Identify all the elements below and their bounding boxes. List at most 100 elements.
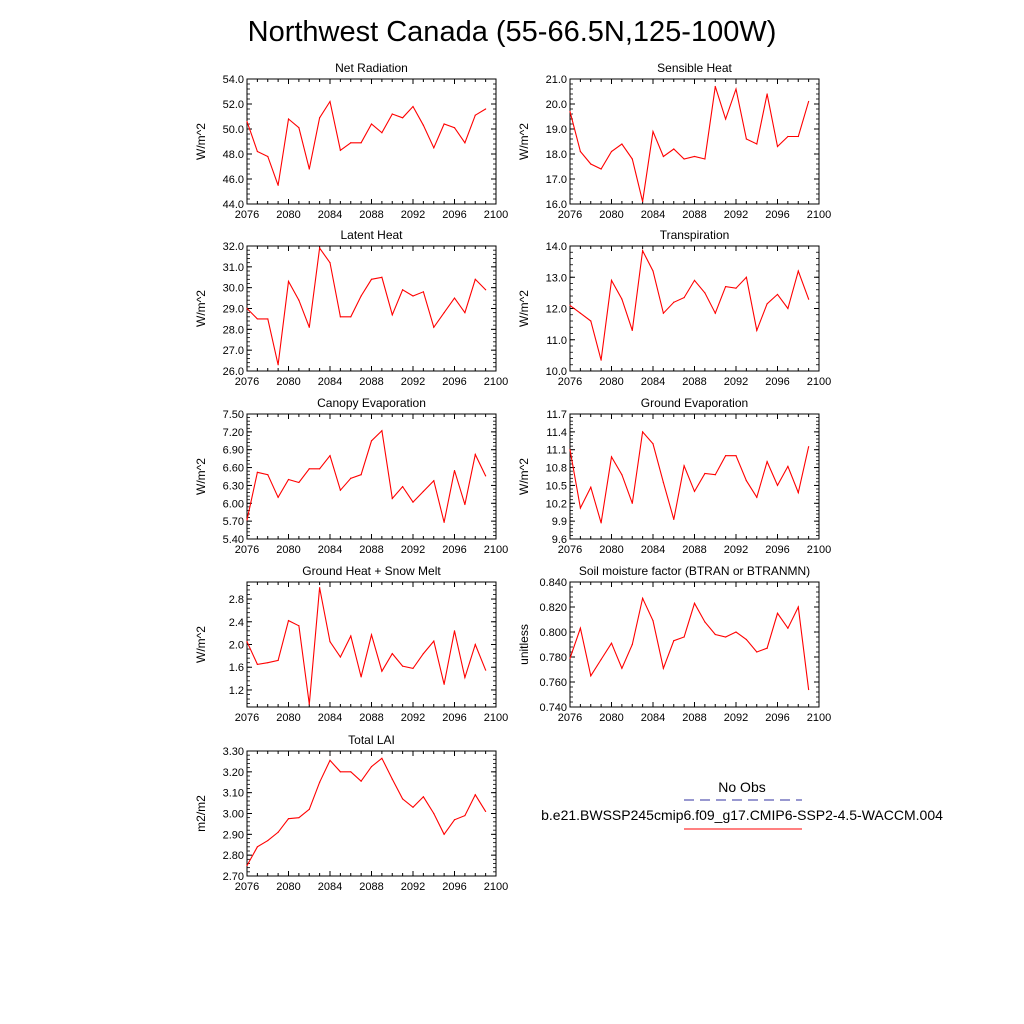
data-point xyxy=(714,85,716,88)
panel-title: Canopy Evaporation xyxy=(317,396,426,410)
x-tick-label: 2088 xyxy=(682,712,706,724)
x-tick-label: 2080 xyxy=(276,376,300,388)
panel-net-radiation: 2076 2080 2084 2088 2092 2096 2100 44.0 46.0 48.0… xyxy=(194,61,508,221)
y-tick-label: 28.0 xyxy=(223,324,244,336)
data-point xyxy=(453,297,456,299)
y-tick-label: 10.8 xyxy=(546,463,567,475)
y-tick-label: 17.0 xyxy=(546,174,567,186)
data-point xyxy=(277,659,279,662)
y-tick-label: 6.60 xyxy=(223,463,244,475)
data-point xyxy=(673,518,675,520)
panel-ground-evaporation: 2076 2080 2084 2088 2092 2096 2100 9.6 9.9 10.2 10… xyxy=(517,396,831,556)
y-tick-label: 7.50 xyxy=(223,409,244,421)
data-point xyxy=(735,88,737,90)
data-point xyxy=(412,501,414,503)
panel-canopy-evaporation: 2076 2080 2084 2088 2092 2096 2100 5.40 5.70 6.00… xyxy=(194,396,508,556)
x-tick-label: 2080 xyxy=(276,209,300,221)
data-point xyxy=(579,312,581,314)
y-tick-label: 0.820 xyxy=(539,602,567,614)
data-point xyxy=(714,474,716,476)
data-point xyxy=(319,468,321,470)
panel-title: Total LAI xyxy=(348,733,395,747)
data-point xyxy=(725,118,727,120)
data-point xyxy=(256,846,258,848)
data-point xyxy=(693,155,696,158)
data-point xyxy=(287,118,290,120)
x-tick-label: 2084 xyxy=(318,209,342,221)
data-point xyxy=(662,155,664,158)
y-tick-label: 2.4 xyxy=(229,617,244,629)
data-point xyxy=(735,287,737,289)
data-point xyxy=(350,635,352,637)
y-tick-label: 54.0 xyxy=(223,74,244,86)
data-point xyxy=(652,130,654,133)
data-point xyxy=(652,620,654,622)
panel-title: Sensible Heat xyxy=(657,61,732,75)
plot-frame xyxy=(246,245,497,372)
data-point xyxy=(422,652,424,655)
data-point xyxy=(443,521,445,523)
series-line xyxy=(569,430,810,524)
panel-title: Soil moisture factor (BTRAN or BTRANMN) xyxy=(579,564,810,578)
data-point xyxy=(745,138,747,140)
data-point xyxy=(339,149,341,151)
data-point xyxy=(725,636,727,638)
data-point xyxy=(808,446,810,448)
data-point xyxy=(474,278,476,280)
data-point xyxy=(756,329,758,331)
data-point xyxy=(485,669,487,671)
panel-title: Transpiration xyxy=(660,228,730,242)
y-tick-label: 10.5 xyxy=(546,480,567,492)
data-point xyxy=(402,665,404,667)
x-tick-label: 2076 xyxy=(235,881,259,893)
data-point xyxy=(693,490,696,492)
plot-frame xyxy=(246,78,497,205)
legend: No Obs b.e21.BWSSP245cmip6.f09_g17.CMIP6… xyxy=(541,779,943,830)
data-point xyxy=(246,307,248,310)
data-point xyxy=(787,465,789,467)
plot-frame xyxy=(246,750,497,877)
x-tick-label: 2092 xyxy=(401,376,425,388)
y-axis-label: W/m^2 xyxy=(194,123,208,160)
y-tick-label: 2.0 xyxy=(229,640,244,652)
data-point xyxy=(579,627,581,629)
data-point xyxy=(350,771,352,773)
data-point xyxy=(756,651,758,653)
data-point xyxy=(797,270,799,272)
y-tick-label: 50.0 xyxy=(223,124,244,136)
data-point xyxy=(610,642,613,644)
panels-container: 2076 2080 2084 2088 2092 2096 2100 44.0 46.0 48.0… xyxy=(194,61,831,893)
data-point xyxy=(329,641,331,643)
data-point xyxy=(642,597,644,599)
data-point xyxy=(704,292,706,294)
data-point xyxy=(464,676,466,679)
series-line xyxy=(569,86,810,202)
data-point xyxy=(298,481,300,484)
x-tick-label: 2100 xyxy=(807,209,831,221)
data-point xyxy=(673,148,675,150)
data-point xyxy=(298,817,300,819)
y-tick-label: 10.2 xyxy=(546,498,567,510)
data-point xyxy=(662,481,664,484)
data-point xyxy=(267,474,269,476)
data-point xyxy=(808,688,810,691)
legend-obs-label: No Obs xyxy=(718,779,765,795)
plot-frame xyxy=(569,78,820,205)
data-point xyxy=(725,455,727,457)
x-tick-label: 2080 xyxy=(276,544,300,556)
data-point xyxy=(277,831,279,833)
data-point xyxy=(662,667,664,669)
y-tick-label: 21.0 xyxy=(546,74,567,86)
x-tick-label: 2096 xyxy=(442,712,466,724)
data-point xyxy=(745,276,747,278)
data-point xyxy=(704,158,706,160)
data-point xyxy=(256,471,258,473)
data-point xyxy=(652,443,654,445)
data-point xyxy=(277,184,279,186)
panel-title: Net Radiation xyxy=(335,61,408,75)
y-axis-label: m2/m2 xyxy=(194,795,208,832)
data-point xyxy=(277,496,279,498)
x-tick-label: 2100 xyxy=(484,376,508,388)
plot-frame xyxy=(569,413,820,540)
